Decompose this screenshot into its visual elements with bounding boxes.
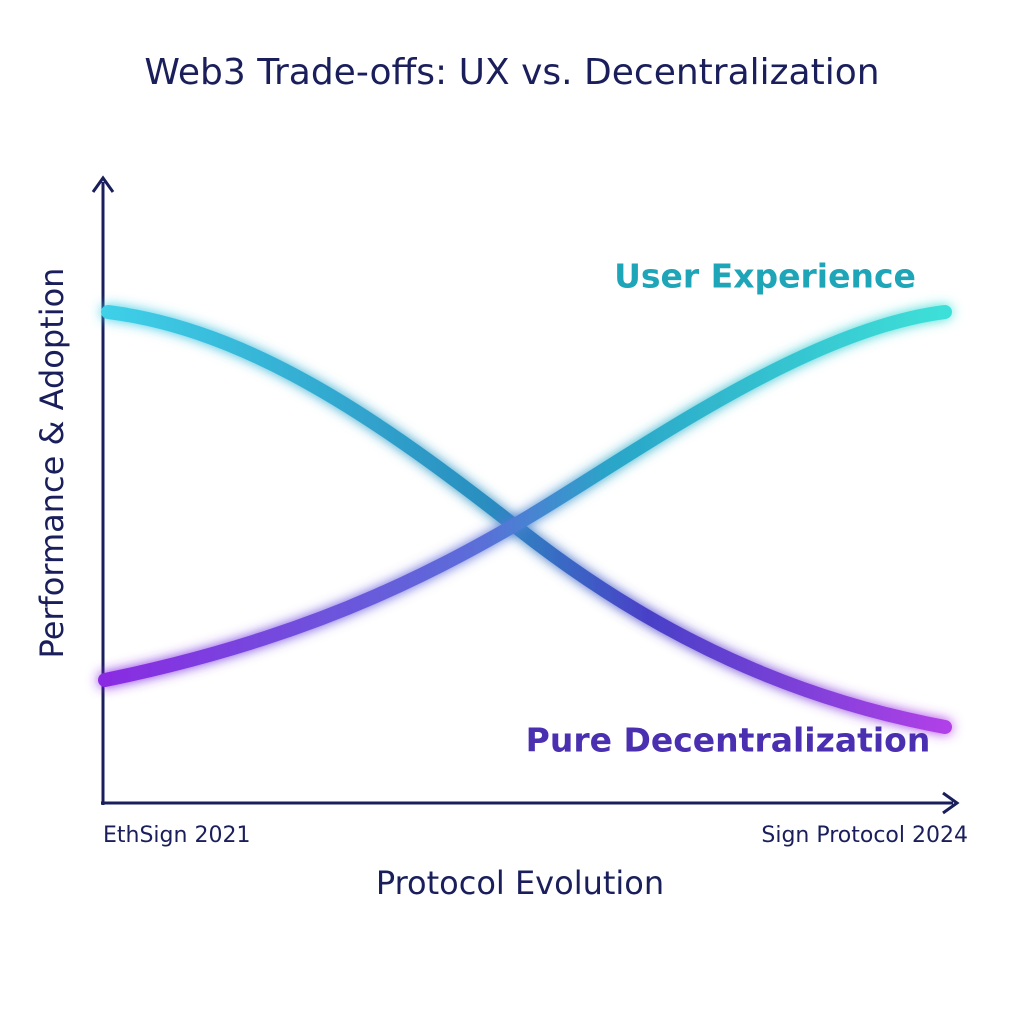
ux-curve (98, 305, 952, 687)
x-axis-label: Protocol Evolution (376, 864, 664, 902)
title: Web3 Trade-offs: UX vs. Decentralization (144, 52, 879, 93)
curve-label: Pure Decentralization (526, 721, 931, 760)
y-axis-label: Performance & Adoption (33, 268, 71, 659)
y-axis-arrow (91, 175, 115, 193)
curve-label: User Experience (614, 257, 916, 296)
x-axis-arrow (942, 791, 960, 815)
x-start-label: EthSign 2021 (103, 823, 250, 848)
x-end-label: Sign Protocol 2024 (761, 823, 968, 848)
